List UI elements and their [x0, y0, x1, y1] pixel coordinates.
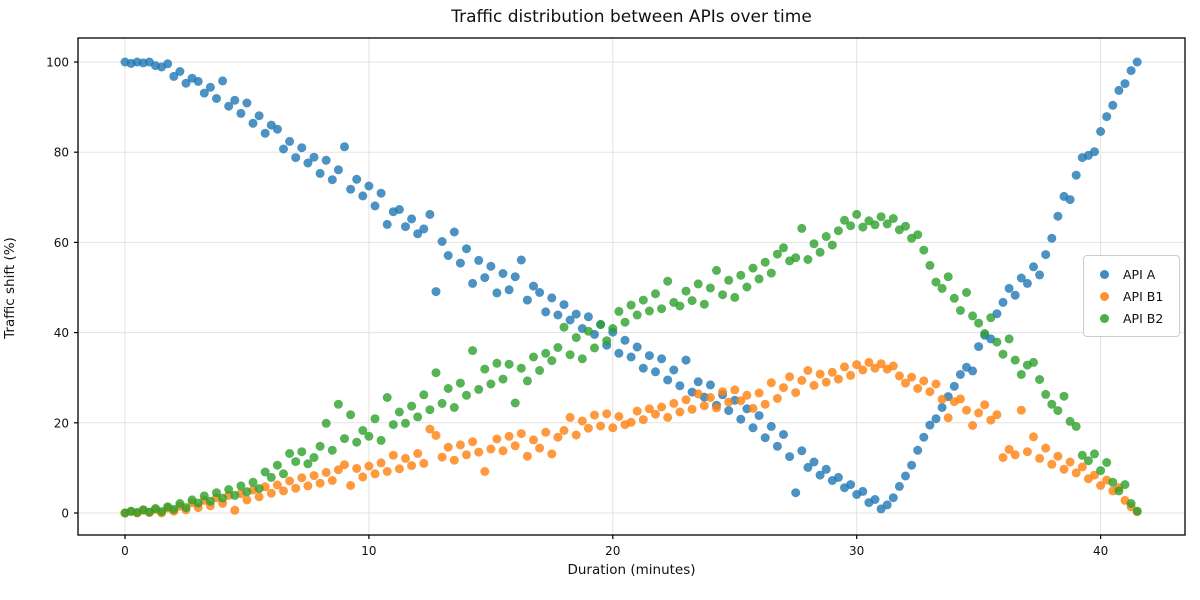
x-tick-labels: 0 10 20 30 40 — [121, 544, 1108, 558]
legend-label-api-a: API A — [1123, 266, 1156, 282]
svg-text:40: 40 — [54, 326, 69, 340]
legend-label-api-b1: API B1 — [1123, 288, 1164, 304]
svg-text:40: 40 — [1093, 544, 1108, 558]
points-api-b2 — [120, 209, 1142, 518]
tick-marks — [74, 61, 1102, 539]
svg-text:0: 0 — [121, 544, 129, 558]
points-api-a — [120, 57, 1142, 514]
legend-item-api-b1: API B1 — [1094, 285, 1169, 307]
y-tick-labels: 0 20 40 60 80 100 — [46, 56, 69, 521]
svg-text:30: 30 — [849, 544, 864, 558]
api-b2-marker-icon — [1100, 313, 1109, 323]
y-axis-label: Traffic shift (%) — [2, 237, 18, 339]
api-b1-marker-icon — [1100, 291, 1109, 301]
legend-item-api-b2: API B2 — [1094, 307, 1169, 329]
axes-spines — [77, 37, 1186, 536]
svg-text:80: 80 — [54, 146, 69, 160]
svg-text:0: 0 — [61, 507, 69, 521]
points-api-b1 — [120, 357, 1142, 518]
chart-title: Traffic distribution between APIs over t… — [451, 7, 812, 27]
svg-text:60: 60 — [54, 236, 69, 250]
legend-label-api-b2: API B2 — [1123, 310, 1164, 326]
api-a-marker-icon — [1100, 269, 1109, 279]
svg-text:100: 100 — [46, 56, 69, 70]
legend: API A API B1 API B2 — [1083, 255, 1180, 337]
x-axis-label: Duration (minutes) — [567, 562, 696, 578]
svg-text:20: 20 — [54, 416, 69, 430]
legend-item-api-a: API A — [1094, 263, 1169, 285]
svg-text:10: 10 — [361, 544, 376, 558]
svg-text:20: 20 — [605, 544, 620, 558]
